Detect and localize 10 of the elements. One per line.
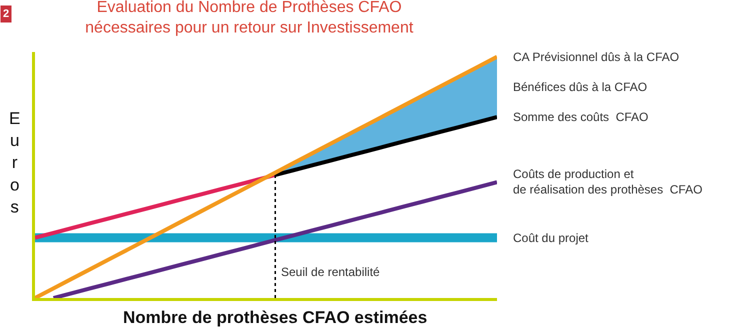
x-axis-title: Nombre de prothèses CFAO estimées [123,308,428,327]
y-axis-title: Euros [9,109,20,216]
series-label: CA Prévisionnel dûs à la CFAO [513,50,680,64]
annotation: Seuil de rentabilité [281,265,380,279]
series-label: Coût du projet [513,231,590,245]
series-label: Bénéfices dûs à la CFAO [513,80,648,94]
series-label: Coûts de production et de réalisation des prothèses CFAO [513,167,702,197]
series-label: Somme des coûts CFAO [513,110,648,124]
text: 2 [3,8,10,20]
chart-title: Evaluation du Nombre de Prothèses CFAO nécessaires pour un retour sur Investissement [85,0,414,37]
